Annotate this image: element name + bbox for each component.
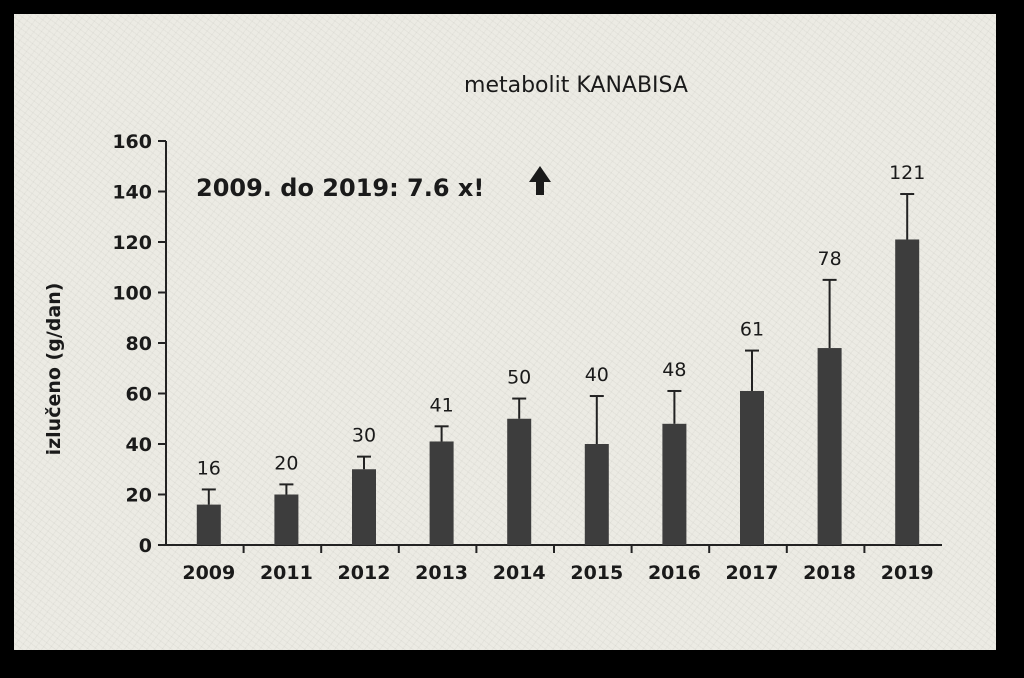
x-tick-label: 2012 <box>338 562 391 584</box>
x-tick-labels: 2009 2011 2012 2013 2014 2015 2016 2017 2018 2019 <box>182 562 933 584</box>
y-tick-label: 80 <box>126 333 152 355</box>
data-label: 78 <box>818 248 842 270</box>
x-tick-label: 2014 <box>493 562 546 584</box>
y-tick-label: 100 <box>112 283 152 305</box>
y-axis-label: izlučeno (g/dan) <box>43 283 65 456</box>
y-tick-label: 160 <box>112 131 152 153</box>
y-tick-label: 40 <box>126 434 152 456</box>
data-label: 40 <box>585 364 609 386</box>
data-label: 50 <box>507 367 531 389</box>
y-tick-labels: 0 20 40 60 80 100 120 140 160 <box>112 131 152 557</box>
x-tick-label: 2009 <box>182 562 235 584</box>
x-tick-label: 2011 <box>260 562 313 584</box>
bar <box>196 504 221 545</box>
x-tick-label: 2016 <box>648 562 701 584</box>
bar <box>662 423 687 545</box>
data-label: 41 <box>430 394 454 416</box>
bar <box>352 469 376 545</box>
bar <box>740 390 764 545</box>
y-tick-label: 20 <box>126 485 152 507</box>
up-arrow-icon <box>529 166 551 195</box>
y-tick-label: 120 <box>112 232 152 254</box>
y-tick-label: 140 <box>112 182 152 204</box>
y-tick-label: 0 <box>139 535 152 557</box>
data-label: 121 <box>889 162 925 184</box>
increase-annotation: 2009. do 2019: 7.6 x! <box>196 174 484 202</box>
x-tick-label: 2019 <box>881 562 934 584</box>
data-label: 61 <box>740 319 764 341</box>
x-tick-label: 2015 <box>570 562 623 584</box>
data-label: 16 <box>197 457 221 479</box>
data-labels: 16 20 30 41 50 40 48 61 78 121 <box>197 162 926 479</box>
bar <box>895 239 920 545</box>
bar <box>584 444 609 545</box>
chart-title: metabolit KANABISA <box>464 73 688 98</box>
data-label: 30 <box>352 425 376 447</box>
x-tick-label: 2017 <box>726 562 779 584</box>
y-tick-label: 60 <box>126 384 152 406</box>
bar <box>817 348 842 545</box>
data-label: 48 <box>662 359 686 381</box>
x-tick-label: 2018 <box>803 562 856 584</box>
error-bars <box>201 193 915 505</box>
chart-paper: metabolit KANABISA izlučeno (g/dan) 2009… <box>14 14 996 650</box>
bar <box>274 494 299 545</box>
bar <box>429 441 454 545</box>
bar <box>507 418 532 545</box>
data-label: 20 <box>274 452 298 474</box>
bar-chart: metabolit KANABISA izlučeno (g/dan) 2009… <box>43 73 942 584</box>
bars <box>196 239 920 545</box>
x-tick-label: 2013 <box>415 562 468 584</box>
